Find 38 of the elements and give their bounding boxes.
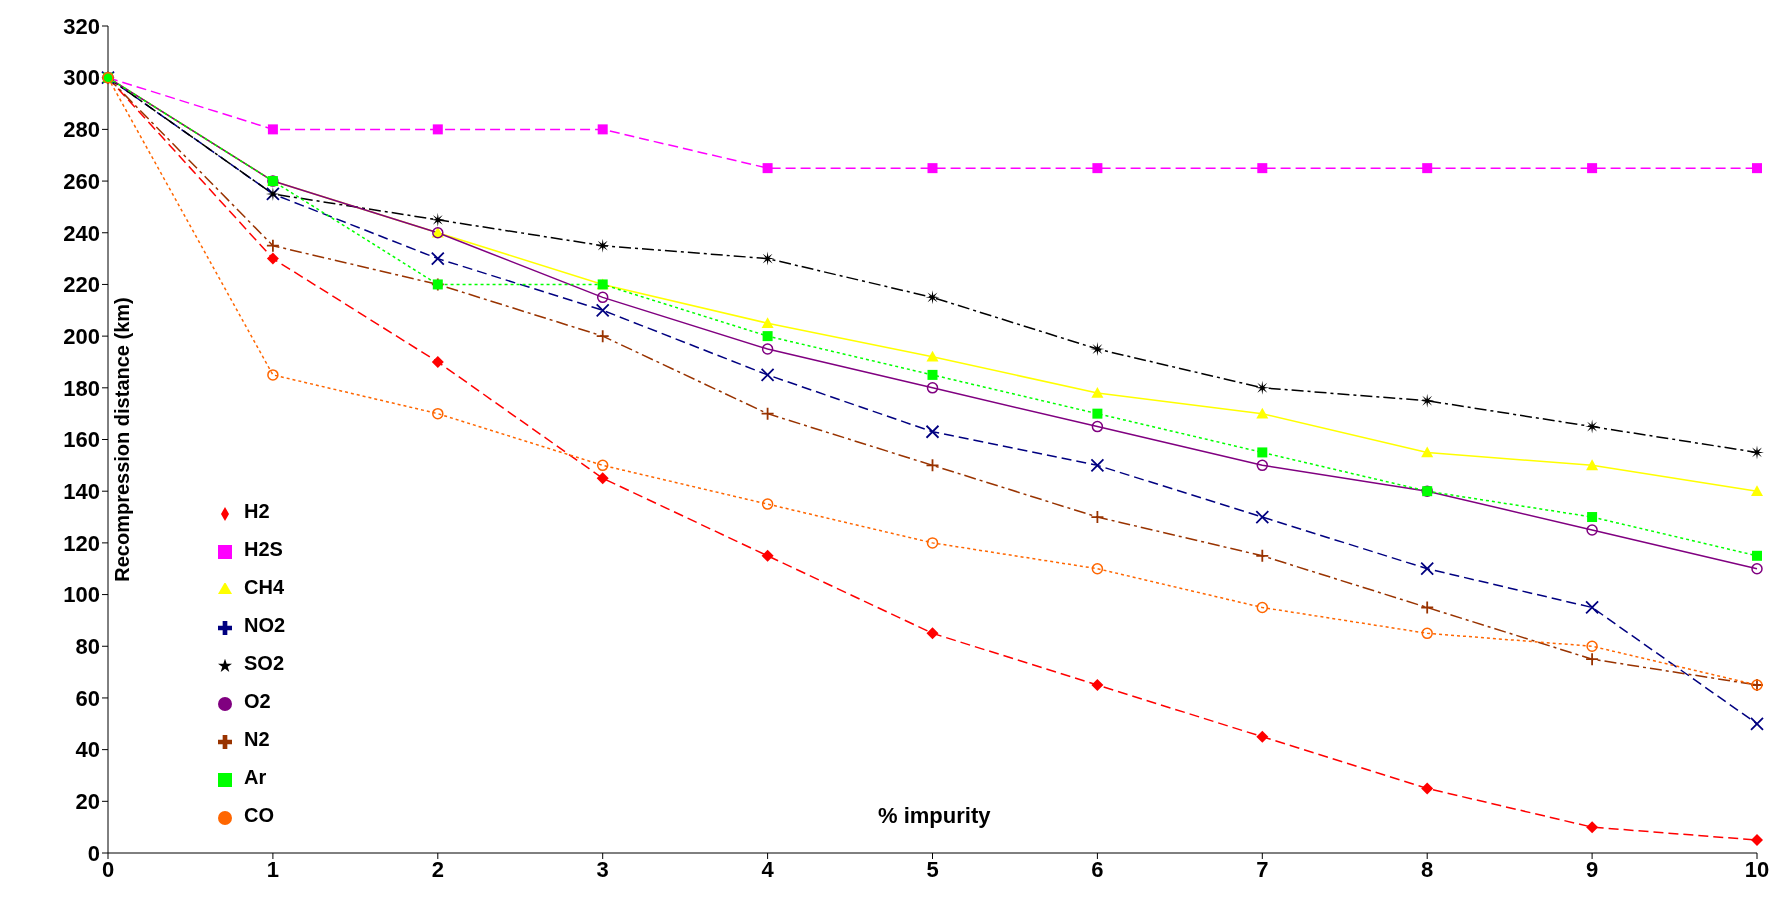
legend-label: N2: [244, 728, 270, 750]
legend-label: H2S: [244, 538, 283, 560]
y-tick-label: 100: [63, 582, 100, 608]
y-tick-label: 180: [63, 375, 100, 401]
legend-label: CO: [244, 804, 274, 826]
y-tick-label: 240: [63, 220, 100, 246]
y-tick-label: 80: [75, 634, 100, 660]
x-tick-label: 9: [1585, 856, 1599, 882]
y-tick-label: 0: [87, 840, 100, 866]
x-tick-label: 1: [266, 856, 280, 882]
legend-label: H2: [244, 500, 270, 522]
x-tick-label: 5: [926, 856, 939, 882]
y-tick-label: 280: [63, 117, 100, 143]
y-tick-label: 20: [75, 789, 100, 815]
x-tick-label: 7: [1256, 856, 1269, 882]
y-tick-label: 300: [63, 65, 100, 91]
legend-label: O2: [244, 690, 271, 712]
y-axis-title: Recompression distance (km): [111, 297, 134, 582]
y-tick-label: 40: [75, 737, 100, 763]
x-tick-label: 10: [1744, 856, 1770, 882]
y-tick-label: 140: [63, 479, 100, 504]
legend-label: NO2: [244, 614, 286, 636]
y-tick-label: 160: [63, 427, 100, 453]
y-tick-label: 260: [63, 168, 100, 194]
x-tick-label: 3: [596, 856, 609, 882]
x-tick-label: 6: [1091, 856, 1104, 882]
y-tick-label: 220: [63, 272, 100, 298]
y-tick-label: 200: [63, 323, 100, 349]
y-tick-label: 60: [75, 685, 100, 711]
x-tick-label: 4: [761, 856, 775, 882]
x-tick-label: 8: [1421, 856, 1434, 882]
y-tick-label: 120: [63, 530, 100, 556]
legend-label: SO2: [244, 652, 285, 674]
legend-label: CH4: [244, 576, 285, 598]
legend-label: Ar: [244, 766, 267, 788]
x-tick-label: 2: [431, 856, 444, 882]
y-tick-label: 320: [63, 13, 100, 39]
annotation: % impurity: [878, 803, 991, 829]
